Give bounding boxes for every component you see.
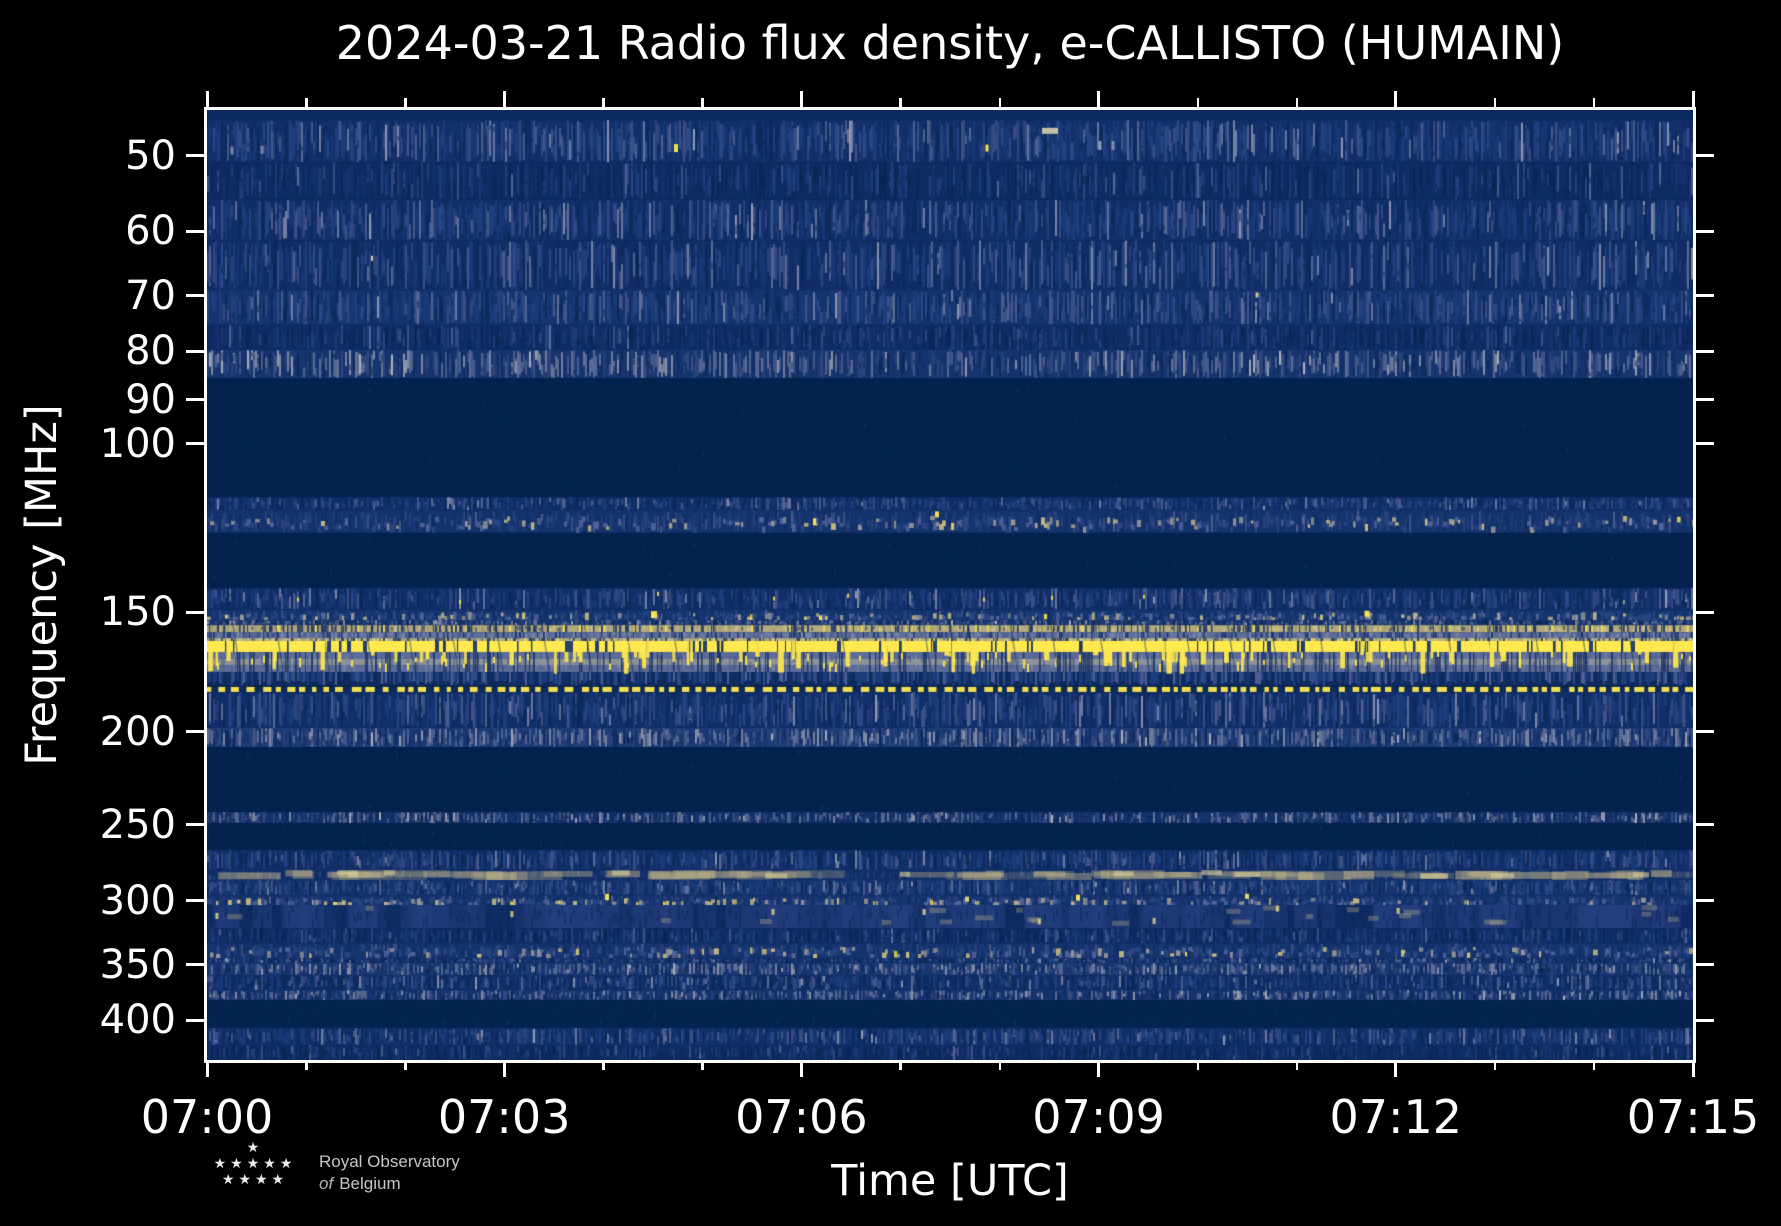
y-major-tick-right — [1696, 730, 1714, 734]
y-major-tick — [186, 730, 204, 734]
x-major-tick — [799, 1061, 803, 1077]
y-tick-label: 50 — [125, 132, 176, 179]
y-tick-label: 200 — [99, 708, 176, 755]
x-minor-tick-top — [305, 98, 308, 107]
x-major-tick-top — [1394, 91, 1398, 107]
rob-logo-star-row: ★★★★ — [221, 1172, 289, 1188]
y-tick-label: 300 — [99, 877, 176, 924]
y-major-tick-right — [1696, 154, 1714, 158]
y-major-tick-right — [1696, 398, 1714, 402]
y-major-tick — [186, 294, 204, 298]
x-major-tick — [502, 1061, 506, 1077]
x-minor-tick — [305, 1061, 308, 1070]
x-minor-tick-top — [404, 98, 407, 107]
y-major-tick-right — [1696, 349, 1714, 353]
x-minor-tick — [404, 1061, 407, 1070]
x-tick-label: 07:03 — [437, 1090, 571, 1144]
y-major-tick — [186, 823, 204, 827]
x-minor-tick-top — [998, 98, 1002, 107]
y-tick-label: 150 — [99, 589, 176, 636]
x-major-tick — [205, 1061, 209, 1077]
y-major-tick — [186, 398, 204, 402]
x-major-tick — [1691, 1061, 1695, 1077]
x-minor-tick — [701, 1061, 704, 1070]
x-tick-label: 07:12 — [1329, 1090, 1463, 1144]
x-tick-label: 07:15 — [1626, 1090, 1760, 1144]
y-major-tick — [186, 963, 204, 967]
y-major-tick — [186, 229, 204, 233]
rob-logo-line2-belgium: Belgium — [339, 1174, 401, 1193]
y-major-tick — [186, 154, 204, 158]
x-minor-tick-top — [1196, 98, 1200, 107]
x-minor-tick — [1196, 1061, 1200, 1070]
y-major-tick-right — [1696, 1018, 1714, 1022]
y-tick-label: 80 — [125, 328, 176, 375]
x-major-tick — [1097, 1061, 1101, 1077]
y-major-tick-right — [1696, 294, 1714, 298]
chart-title: 2024-03-21 Radio flux density, e-CALLIST… — [335, 16, 1565, 70]
x-minor-tick-top — [701, 98, 704, 107]
x-minor-tick — [1295, 1061, 1299, 1070]
x-major-tick-top — [1097, 91, 1101, 107]
x-minor-tick — [899, 1061, 902, 1070]
x-major-tick — [1394, 1061, 1398, 1077]
rob-logo-line2-of: of — [319, 1174, 334, 1193]
x-major-tick-top — [205, 91, 209, 107]
x-minor-tick — [602, 1061, 605, 1070]
x-minor-tick-top — [1295, 98, 1299, 107]
x-minor-tick-top — [1493, 98, 1497, 107]
spectrogram-heatmap — [207, 110, 1693, 1060]
y-tick-label: 90 — [125, 376, 176, 423]
y-major-tick-right — [1696, 442, 1714, 446]
y-tick-label: 60 — [125, 208, 176, 255]
y-major-tick — [186, 442, 204, 446]
x-major-tick-top — [1691, 91, 1695, 107]
x-tick-label: 07:09 — [1032, 1090, 1165, 1144]
rob-logo-text: Royal Observatory of Belgium — [319, 1151, 460, 1195]
x-minor-tick — [1493, 1061, 1497, 1070]
y-major-tick-right — [1696, 610, 1714, 614]
x-minor-tick — [998, 1061, 1002, 1070]
rob-logo-star-row: ★★★★★ — [213, 1156, 297, 1172]
x-tick-label: 07:00 — [140, 1090, 274, 1144]
y-tick-label: 350 — [99, 941, 176, 988]
rob-logo-stars-icon: ★ ★★★★★ ★★★★ — [205, 1140, 305, 1188]
y-major-tick-right — [1696, 823, 1714, 827]
y-major-tick-right — [1696, 229, 1714, 233]
y-major-tick — [186, 610, 204, 614]
y-tick-label: 100 — [99, 420, 176, 467]
x-major-tick-top — [502, 91, 506, 107]
rob-logo-line2: of Belgium — [319, 1173, 460, 1195]
rob-logo-star-row: ★ — [246, 1140, 264, 1156]
rob-logo: ★ ★★★★★ ★★★★ Royal Observatory of Belgium — [205, 1140, 460, 1195]
x-minor-tick-top — [1592, 98, 1596, 107]
x-minor-tick-top — [899, 98, 902, 107]
x-minor-tick-top — [602, 98, 605, 107]
rob-logo-line1: Royal Observatory — [319, 1152, 460, 1171]
y-tick-label: 400 — [99, 997, 176, 1044]
x-major-tick-top — [799, 91, 803, 107]
y-major-tick — [186, 1018, 204, 1022]
x-axis-label: Time [UTC] — [831, 1156, 1069, 1206]
y-tick-label: 70 — [125, 272, 176, 319]
y-tick-label: 250 — [99, 801, 176, 848]
y-major-tick — [186, 899, 204, 902]
x-minor-tick — [1592, 1061, 1596, 1070]
y-major-tick-right — [1696, 899, 1714, 902]
y-major-tick — [186, 349, 204, 353]
y-major-tick-right — [1696, 963, 1714, 967]
x-tick-label: 07:06 — [735, 1090, 868, 1144]
